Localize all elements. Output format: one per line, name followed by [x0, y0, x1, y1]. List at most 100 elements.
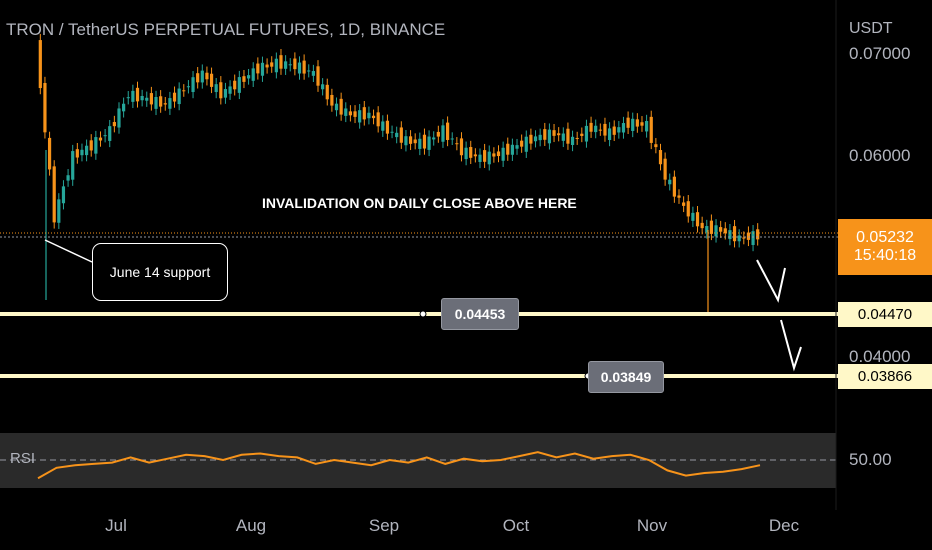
x-tick-oct: Oct — [502, 516, 530, 535]
candle-body — [57, 199, 61, 223]
candle-body — [75, 149, 79, 158]
candle-body — [80, 149, 84, 156]
candle-body — [334, 103, 339, 111]
candle-body — [496, 151, 501, 157]
candle-body — [233, 80, 237, 90]
candle-body — [561, 133, 565, 141]
candle-body — [348, 111, 353, 116]
candle-body — [700, 222, 704, 229]
candle-body — [524, 136, 528, 152]
candle-body — [677, 195, 681, 198]
candle-body — [321, 84, 325, 90]
candle-body — [358, 110, 362, 123]
candle-body — [686, 201, 690, 217]
candlestick-series — [38, 33, 760, 312]
candle-body — [200, 70, 204, 83]
candle-body — [274, 58, 278, 73]
measure-label-1[interactable]: 0.04453 — [441, 298, 519, 330]
candle-body — [177, 88, 181, 105]
candle-body — [163, 103, 167, 105]
candle-body — [570, 136, 575, 145]
candle-body — [228, 86, 232, 94]
candle-body — [353, 111, 357, 117]
candle-body — [533, 136, 538, 142]
candle-body — [506, 143, 510, 155]
x-tick-sep: Sep — [368, 516, 400, 535]
candle-body — [279, 55, 283, 69]
chart-title: TRON / TetherUS PERPETUAL FUTURES, 1D, B… — [6, 20, 446, 39]
candle-body — [135, 87, 140, 102]
candle-body — [672, 176, 676, 197]
level-2-tag[interactable]: 0.03866 — [838, 364, 932, 389]
candle-body — [589, 122, 593, 132]
candle-body — [186, 86, 191, 88]
x-tick-dec: Dec — [768, 516, 800, 535]
candle-body — [566, 128, 570, 144]
candle-body — [714, 225, 718, 237]
x-tick-aug: Aug — [235, 516, 267, 535]
candle-body — [302, 60, 306, 74]
candle-body — [205, 72, 209, 80]
candle-body — [603, 123, 607, 136]
candle-body — [145, 97, 149, 101]
candle-body — [668, 179, 672, 185]
candle-body — [483, 150, 487, 162]
candle-body — [575, 137, 579, 139]
rsi-line — [37, 451, 761, 480]
candle-body — [557, 133, 561, 136]
candle-body — [617, 127, 621, 133]
candle-body — [376, 112, 380, 127]
candle-body — [663, 158, 667, 180]
candle-body — [43, 83, 47, 133]
last-price-tag[interactable]: 0.05232 15:40:18 — [838, 219, 932, 275]
rsi-label: RSI — [10, 450, 36, 467]
candle-body — [538, 134, 542, 141]
candle-body — [344, 108, 348, 116]
candle-body — [196, 73, 200, 83]
candle-body — [270, 62, 274, 67]
candle-body — [413, 139, 417, 144]
candle-body — [293, 58, 297, 70]
x-tick-jul: Jul — [105, 516, 127, 535]
candle-body — [695, 212, 700, 227]
last-price-value: 0.05232 — [856, 229, 914, 246]
candle-body — [297, 62, 302, 74]
candle-body — [654, 144, 658, 148]
candle-body — [381, 121, 385, 131]
candle-body — [260, 62, 265, 76]
measure-label-2[interactable]: 0.03849 — [588, 361, 664, 393]
candle-body — [385, 120, 390, 134]
candle-body — [219, 82, 223, 99]
candle-body — [71, 151, 75, 180]
candle-body — [330, 94, 334, 106]
candle-body — [149, 93, 153, 105]
candle-body — [607, 128, 612, 141]
candle-body — [529, 134, 533, 144]
support-callout-text: June 14 support — [109, 264, 211, 280]
candle-body — [209, 73, 214, 87]
level-anchor-1[interactable] — [419, 310, 427, 318]
candle-body — [242, 76, 246, 82]
candle-body — [122, 103, 126, 112]
candle-body — [645, 120, 649, 132]
candle-body — [191, 77, 195, 93]
candle-body — [98, 137, 103, 141]
candle-body — [441, 125, 445, 142]
candle-body — [598, 129, 602, 131]
candle-body — [543, 129, 547, 140]
support-callout[interactable]: June 14 support — [92, 243, 228, 301]
candle-body — [742, 237, 746, 239]
candle-body — [131, 90, 135, 102]
level-1-tag[interactable]: 0.04470 — [838, 302, 932, 327]
y-tick-label: 0.07000 — [849, 44, 911, 63]
candle-body — [719, 227, 723, 232]
candle-body — [38, 40, 42, 89]
candle-body — [399, 127, 403, 143]
candle-body — [251, 68, 255, 81]
candle-body — [367, 112, 371, 119]
candle-body — [108, 126, 112, 141]
candle-body — [246, 75, 251, 79]
candle-body — [159, 96, 163, 107]
callout-pointer — [44, 239, 93, 263]
